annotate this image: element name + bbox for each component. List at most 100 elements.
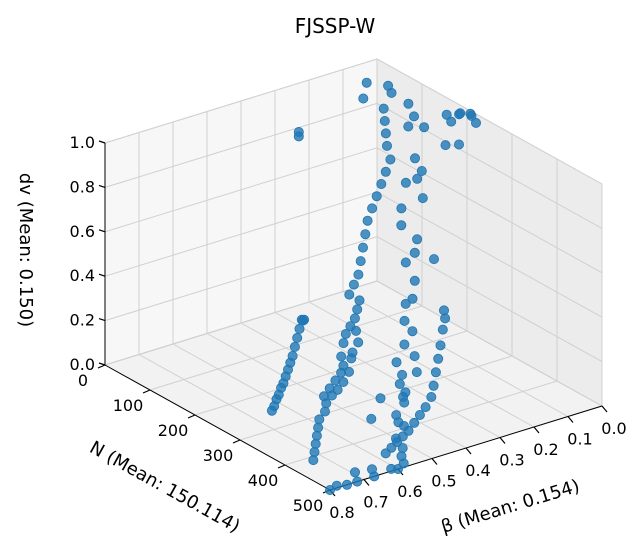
data-point <box>400 298 411 309</box>
grid-line <box>104 280 378 366</box>
grid-line <box>104 102 378 188</box>
x-tick-label: 0.4 <box>465 461 490 480</box>
data-point <box>397 369 408 380</box>
data-point <box>399 397 410 408</box>
data-point <box>420 402 431 413</box>
y-tick-mark <box>232 439 241 444</box>
grid-line <box>376 58 603 185</box>
data-point <box>367 203 378 214</box>
z-tick-mark <box>98 184 106 188</box>
data-point <box>345 321 356 332</box>
data-point <box>380 128 391 139</box>
data-point <box>435 340 446 351</box>
data-point <box>355 256 366 267</box>
data-point <box>399 339 410 350</box>
data-point <box>366 413 377 424</box>
data-point <box>313 422 324 433</box>
chart-title: FJSSP-W <box>295 14 376 38</box>
grid-line <box>284 380 558 466</box>
data-point <box>381 140 392 151</box>
data-point <box>465 108 476 119</box>
data-point <box>455 108 466 119</box>
z-tick-label: 0.4 <box>70 266 95 285</box>
data-point <box>314 414 325 425</box>
z-axis-label: dv (Mean: 0.150) <box>15 173 36 327</box>
data-point <box>352 304 363 315</box>
x-tick-label: 0.7 <box>363 493 388 512</box>
data-point <box>358 93 369 104</box>
data-point <box>400 257 411 268</box>
data-point <box>396 220 407 231</box>
data-point <box>385 154 396 165</box>
x-tick-label: 0.1 <box>567 430 592 449</box>
data-point <box>380 448 391 459</box>
x-axis-label: β (Mean: 0.154) <box>439 476 582 538</box>
z-tick-mark <box>98 273 106 277</box>
y-tick-label: 500 <box>293 496 324 515</box>
grid-line <box>376 102 603 229</box>
data-point <box>400 177 411 188</box>
data-point <box>430 367 441 378</box>
data-point <box>470 117 481 128</box>
z-tick-label: 1.0 <box>70 133 95 152</box>
data-point <box>308 455 319 466</box>
data-point <box>319 406 330 417</box>
data-point <box>348 279 359 290</box>
y-tick-label: 0 <box>78 371 88 390</box>
data-point <box>403 98 414 109</box>
data-point <box>379 116 390 127</box>
data-point <box>386 87 397 98</box>
data-point <box>369 471 380 482</box>
data-point <box>266 405 277 416</box>
y-axis-line <box>104 364 331 491</box>
data-point <box>433 353 444 364</box>
data-point <box>409 247 420 258</box>
data-point <box>403 121 414 132</box>
y-tick-mark <box>187 414 196 419</box>
data-point <box>437 324 448 335</box>
data-point <box>311 430 322 441</box>
data-point <box>294 323 305 334</box>
x-tick-label: 0.6 <box>397 482 422 501</box>
data-point <box>338 338 349 349</box>
data-point <box>352 476 363 487</box>
grid-line <box>104 58 378 144</box>
grid-line <box>104 236 378 322</box>
z-tick-mark <box>98 140 106 144</box>
grid-line <box>194 330 468 416</box>
grid-line <box>376 147 603 274</box>
data-point <box>353 269 364 280</box>
grid-line <box>342 291 569 417</box>
data-point <box>409 417 420 428</box>
grid-line <box>172 343 399 470</box>
y-tick-label: 200 <box>158 421 189 440</box>
z-tick-label: 0.2 <box>70 311 95 330</box>
data-point <box>330 375 341 386</box>
z-tick-label: 0.8 <box>70 177 95 196</box>
data-point <box>378 103 389 114</box>
data-point <box>375 393 386 404</box>
data-point <box>409 275 420 286</box>
data-point <box>360 229 371 240</box>
data-point <box>409 153 420 164</box>
data-point <box>353 337 364 348</box>
data-point <box>376 178 387 189</box>
grid-line <box>308 301 535 428</box>
y-tick-label: 100 <box>113 396 144 415</box>
data-point <box>411 367 422 378</box>
x-tick-mark <box>567 416 574 423</box>
data-point <box>417 193 428 204</box>
x-tick-mark <box>363 479 370 486</box>
data-point <box>309 446 320 457</box>
data-point <box>354 295 365 306</box>
x-tick-mark <box>431 458 438 465</box>
data-point <box>440 140 451 151</box>
z-tick-mark <box>98 318 106 322</box>
data-point <box>324 484 335 495</box>
data-point <box>292 332 303 343</box>
y-tick-mark <box>277 464 286 469</box>
data-point <box>419 122 430 133</box>
grid-line <box>149 305 423 391</box>
tick-labels: 0.0 0.1 0.2 0.3 0.4 0.5 0.6 0.7 0.8 0 100 200 300 400… <box>70 133 627 522</box>
